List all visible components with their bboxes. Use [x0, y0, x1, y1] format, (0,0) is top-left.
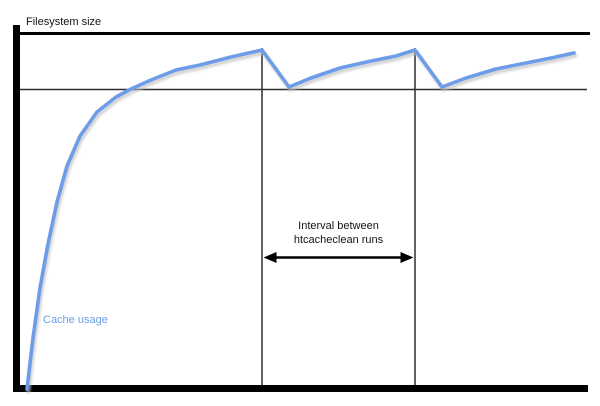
- chart-layers: [20, 32, 590, 394]
- curve-label: Cache usage: [43, 314, 108, 326]
- cache-usage-curve-shadow: [26, 50, 578, 394]
- interval-annotation: Interval between htcacheclean runs: [263, 219, 414, 247]
- interval-annotation-line2: htcacheclean runs: [293, 234, 384, 246]
- interval-annotation-line1: Interval between: [298, 220, 379, 232]
- x-axis: [13, 385, 588, 392]
- y-axis-label: Filesystem size: [26, 16, 102, 28]
- interval-arrow-right-head: [400, 252, 414, 263]
- cache-usage-curve: [25, 48, 576, 391]
- interval-arrow-left-head: [263, 252, 277, 263]
- y-axis: [13, 25, 20, 392]
